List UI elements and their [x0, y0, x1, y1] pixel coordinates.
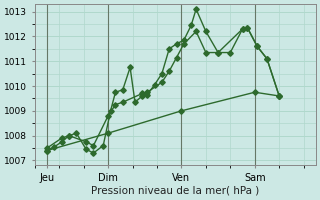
X-axis label: Pression niveau de la mer( hPa ): Pression niveau de la mer( hPa ) [91, 186, 260, 196]
